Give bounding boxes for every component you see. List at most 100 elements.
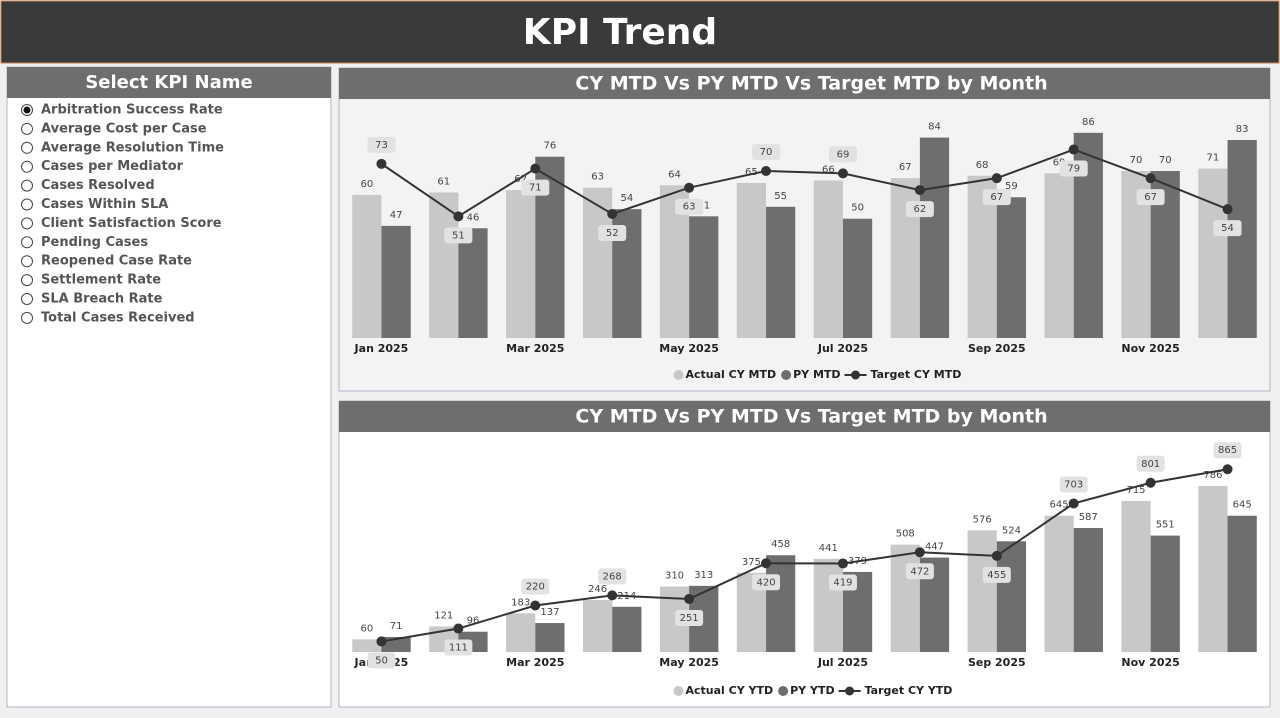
radio-button bbox=[21, 217, 33, 230]
bar bbox=[1198, 485, 1228, 652]
bar bbox=[1121, 500, 1151, 652]
bar bbox=[1227, 139, 1257, 338]
x-tick-label: Sep 2025 bbox=[968, 342, 1026, 355]
line-point bbox=[453, 211, 464, 222]
radio-button bbox=[21, 311, 33, 324]
legend-label: Target CY MTD bbox=[871, 368, 962, 381]
slicer-item[interactable]: Pending Cases bbox=[21, 235, 149, 250]
bar bbox=[967, 530, 997, 652]
data-label-box bbox=[905, 563, 934, 580]
bar bbox=[612, 606, 642, 652]
header-bar bbox=[0, 0, 1280, 64]
slicer-item[interactable]: Arbitration Success Rate bbox=[21, 103, 223, 118]
data-label: 51 bbox=[452, 230, 465, 241]
line-point bbox=[761, 165, 772, 176]
data-label-box bbox=[598, 224, 627, 241]
data-label: 71 bbox=[529, 183, 542, 194]
line-point bbox=[761, 558, 772, 569]
bar bbox=[506, 190, 536, 338]
slicer-list: Arbitration Success Rate Average Cost per… bbox=[21, 103, 225, 325]
data-label-box bbox=[828, 146, 857, 163]
data-label: 111 bbox=[449, 643, 468, 654]
slicer-item[interactable]: Cases Resolved bbox=[21, 178, 155, 193]
data-label: 71 bbox=[1207, 153, 1220, 164]
slicer-item-label: Cases Resolved bbox=[41, 178, 155, 193]
data-label: 62 bbox=[514, 174, 527, 185]
radio-button bbox=[21, 293, 33, 305]
bar bbox=[506, 613, 536, 652]
data-label: 310 bbox=[665, 571, 684, 582]
slicer-item[interactable]: SLA Breach Rate bbox=[21, 292, 163, 307]
data-label: 801 bbox=[1141, 459, 1160, 470]
data-label: 52 bbox=[606, 228, 619, 239]
line-point bbox=[914, 185, 925, 196]
data-label: 84 bbox=[928, 122, 941, 133]
line-point bbox=[607, 208, 618, 219]
legend-marker bbox=[778, 686, 789, 696]
chart-panel bbox=[338, 67, 1271, 392]
chart-title: CY MTD Vs PY MTD Vs Target MTD by Month bbox=[575, 406, 1047, 428]
data-label-box bbox=[828, 574, 857, 591]
data-label: 246 bbox=[588, 584, 607, 595]
data-label: 524 bbox=[1002, 525, 1021, 536]
data-label: 786 bbox=[1203, 470, 1222, 481]
data-label: 70 bbox=[1130, 155, 1143, 166]
data-label: 60 bbox=[360, 179, 373, 190]
bar bbox=[996, 541, 1027, 652]
data-label-box bbox=[675, 609, 704, 626]
data-label-box bbox=[444, 639, 473, 656]
x-tick-label: Jul 2025 bbox=[817, 342, 868, 355]
slicer-item[interactable]: Average Cost per Case bbox=[21, 121, 207, 136]
slicer-item[interactable]: Total Cases Received bbox=[21, 310, 195, 325]
slicer-item[interactable]: Cases per Mediator bbox=[21, 159, 184, 174]
slicer-item[interactable]: Settlement Rate bbox=[21, 273, 162, 288]
radio-button bbox=[21, 160, 33, 173]
data-label-box bbox=[521, 179, 550, 196]
radio-button bbox=[21, 198, 33, 211]
data-label: 96 bbox=[467, 616, 480, 627]
line-point bbox=[914, 547, 925, 558]
data-label: 587 bbox=[1079, 512, 1098, 523]
radio-button bbox=[21, 141, 33, 154]
data-label: 86 bbox=[1082, 117, 1095, 128]
data-label: 60 bbox=[360, 623, 373, 634]
data-label: 508 bbox=[896, 529, 915, 540]
data-label: 76 bbox=[544, 141, 557, 152]
bar bbox=[813, 558, 843, 652]
line-point bbox=[376, 158, 387, 169]
bar bbox=[582, 600, 613, 652]
data-label: 645 bbox=[1233, 500, 1252, 511]
slicer-item-label: Client Satisfaction Score bbox=[41, 216, 222, 231]
bar bbox=[842, 218, 873, 338]
data-label: 220 bbox=[526, 582, 545, 593]
data-label-box bbox=[1213, 220, 1242, 237]
bar bbox=[352, 194, 382, 338]
data-label: 645 bbox=[1050, 500, 1069, 511]
data-label: 551 bbox=[1156, 520, 1175, 531]
data-label-box bbox=[1059, 160, 1088, 177]
bar bbox=[766, 206, 796, 338]
slicer-item[interactable]: Reopened Case Rate bbox=[21, 254, 193, 269]
legend-label: PY MTD bbox=[793, 368, 840, 381]
chart-title-bar bbox=[339, 401, 1270, 432]
data-label-box bbox=[367, 136, 396, 153]
data-label: 65 bbox=[745, 167, 758, 178]
slicer-item[interactable]: Client Satisfaction Score bbox=[21, 216, 222, 231]
bar bbox=[736, 182, 767, 338]
bar bbox=[1227, 515, 1257, 652]
slicer-item[interactable]: Cases Within SLA bbox=[21, 197, 169, 212]
line-point bbox=[453, 623, 464, 634]
data-label: 79 bbox=[1067, 164, 1080, 175]
data-label: 61 bbox=[437, 176, 450, 187]
slicer-item[interactable]: Average Resolution Time bbox=[21, 140, 225, 155]
data-label-box bbox=[752, 143, 781, 160]
data-label-box bbox=[905, 201, 934, 218]
bar bbox=[582, 187, 613, 338]
line-point bbox=[684, 182, 695, 193]
x-tick-label: Mar 2025 bbox=[506, 342, 564, 355]
line-point bbox=[376, 636, 387, 647]
data-label-box bbox=[367, 652, 396, 669]
data-label: 576 bbox=[973, 514, 992, 525]
